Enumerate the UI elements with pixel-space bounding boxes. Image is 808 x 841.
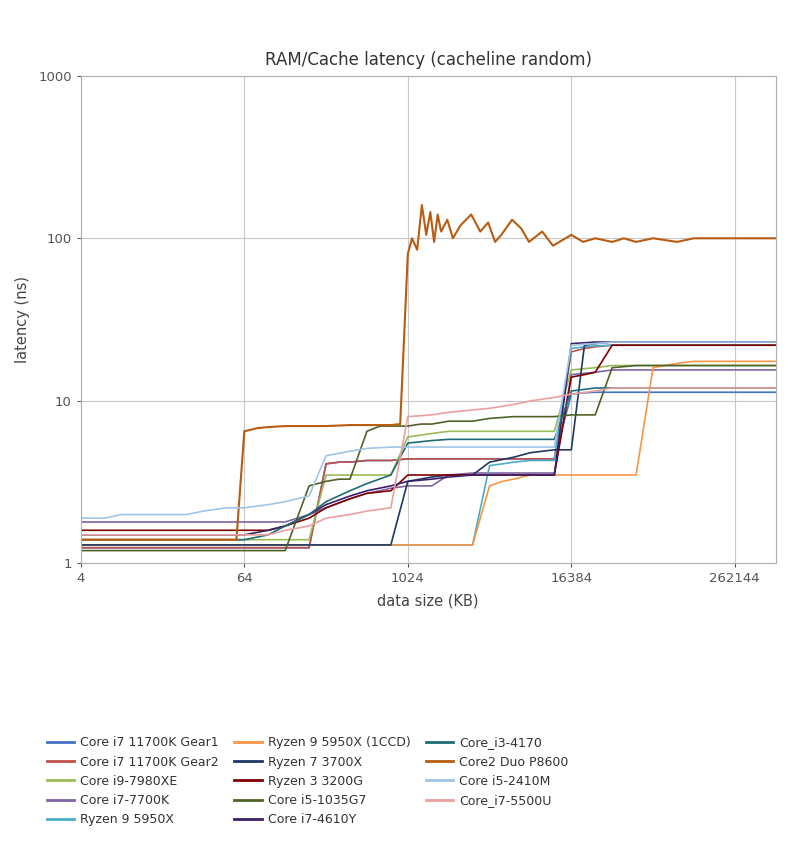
- Title: RAM/Cache latency (cacheline random): RAM/Cache latency (cacheline random): [265, 50, 591, 69]
- X-axis label: data size (KB): data size (KB): [377, 594, 479, 609]
- Legend: Core i7 11700K Gear1, Core i7 11700K Gear2, Core i9-7980XE, Core i7-7700K, Ryzen: Core i7 11700K Gear1, Core i7 11700K Gea…: [47, 737, 569, 827]
- Y-axis label: latency (ns): latency (ns): [15, 276, 30, 363]
